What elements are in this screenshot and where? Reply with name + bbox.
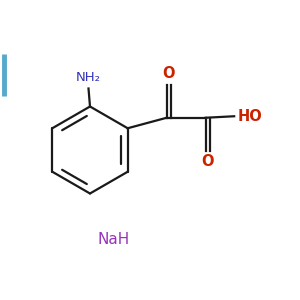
Text: NH₂: NH₂: [76, 71, 101, 84]
Text: HO: HO: [237, 109, 262, 124]
Text: O: O: [201, 154, 214, 169]
Text: NaH: NaH: [98, 232, 130, 247]
Text: O: O: [162, 66, 175, 81]
